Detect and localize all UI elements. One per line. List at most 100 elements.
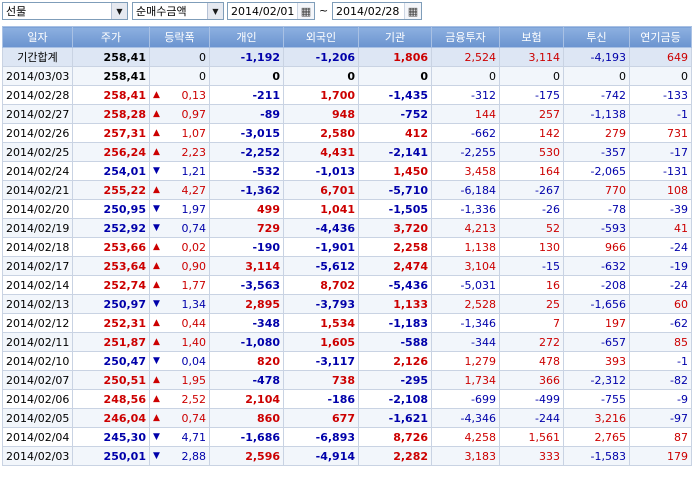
column-header[interactable]: 기관 [358, 26, 432, 48]
date-from-field[interactable]: 2014/02/01 ▦ [227, 2, 315, 20]
trust-cell: -1,583 [563, 446, 630, 466]
foreign-cell: -4,436 [283, 218, 359, 238]
column-header[interactable]: 등락폭 [149, 26, 210, 48]
price-cell: 254,01 [72, 161, 150, 181]
market-select-value: 선물 [6, 5, 27, 18]
trust-cell: 2,765 [563, 427, 630, 447]
column-header[interactable]: 일자 [2, 26, 73, 48]
table-row[interactable]: 2014/02/25 256,24 ▲ 2,23 -2,252 4,431 -2,141 -2… [2, 142, 692, 162]
pension-cell: -97 [629, 408, 692, 428]
column-header[interactable]: 보험 [499, 26, 564, 48]
ins-cell: 130 [499, 237, 564, 257]
change-value: 4,71 [181, 430, 207, 444]
chevron-down-icon[interactable]: ▼ [207, 3, 223, 19]
fin-cell: -6,184 [431, 180, 500, 200]
fin-cell: -312 [431, 85, 500, 105]
column-header[interactable]: 개인 [209, 26, 284, 48]
fin-cell: -1,336 [431, 199, 500, 219]
date-to-field[interactable]: 2014/02/28 ▦ [332, 2, 422, 20]
change-value: 1,95 [181, 373, 207, 387]
table-row[interactable]: 2014/02/07 250,51 ▲ 1,95 -478 738 -295 1,734 366… [2, 370, 692, 390]
change-value: 2,88 [181, 449, 207, 463]
column-header[interactable]: 투신 [563, 26, 630, 48]
pension-cell: 41 [629, 218, 692, 238]
table-row[interactable]: 2014/02/10 250,47 ▼ 0,04 820 -3,117 2,126 1,279… [2, 351, 692, 371]
foreign-cell: -6,893 [283, 427, 359, 447]
ins-cell: -175 [499, 85, 564, 105]
table-row[interactable]: 2014/02/04 245,30 ▼ 4,71 -1,686 -6,893 8,726 4,… [2, 427, 692, 447]
fin-cell: 2,524 [431, 47, 500, 67]
table-row[interactable]: 2014/02/11 251,87 ▲ 1,40 -1,080 1,605 -588 -344… [2, 332, 692, 352]
change-cell: ▼ 1,34 [149, 294, 210, 314]
pension-cell: -133 [629, 85, 692, 105]
table-row[interactable]: 기간합계 258,41 0 -1,192 -1,206 1,806 2,524 3,114 -4… [2, 47, 692, 67]
change-cell: 0 [149, 47, 210, 67]
change-value: 4,27 [181, 183, 207, 197]
indiv-cell: -478 [209, 370, 284, 390]
column-header[interactable]: 연기금등 [629, 26, 692, 48]
table-row[interactable]: 2014/02/28 258,41 ▲ 0,13 -211 1,700 -1,435 -312… [2, 85, 692, 105]
market-select[interactable]: 선물 ▼ [2, 2, 128, 20]
triangle-up-icon: ▲ [153, 128, 160, 138]
column-header[interactable]: 주가 [72, 26, 150, 48]
pension-cell: 731 [629, 123, 692, 143]
table-row[interactable]: 2014/02/27 258,28 ▲ 0,97 -89 948 -752 144 257 -1,… [2, 104, 692, 124]
column-header[interactable]: 금융투자 [431, 26, 500, 48]
table-row[interactable]: 2014/02/06 248,56 ▲ 2,52 2,104 -186 -2,108 -699… [2, 389, 692, 409]
trust-cell: -1,138 [563, 104, 630, 124]
foreign-cell: 1,534 [283, 313, 359, 333]
price-cell: 258,41 [72, 66, 150, 86]
table-row[interactable]: 2014/02/14 252,74 ▲ 1,77 -3,563 8,702 -5,436 -5… [2, 275, 692, 295]
column-header[interactable]: 외국인 [283, 26, 359, 48]
price-cell: 250,97 [72, 294, 150, 314]
triangle-up-icon: ▲ [153, 147, 160, 157]
table-row[interactable]: 2014/02/03 250,01 ▼ 2,88 2,596 -4,914 2,282 3,1… [2, 446, 692, 466]
inst-cell: -5,710 [358, 180, 432, 200]
indiv-cell: -89 [209, 104, 284, 124]
pension-cell: 60 [629, 294, 692, 314]
calendar-icon[interactable]: ▦ [404, 3, 421, 19]
fin-cell: 1,734 [431, 370, 500, 390]
pension-cell: -82 [629, 370, 692, 390]
indiv-cell: -1,686 [209, 427, 284, 447]
trust-cell: 3,216 [563, 408, 630, 428]
change-value: 0,04 [181, 354, 207, 368]
date-cell: 2014/02/28 [2, 85, 73, 105]
pension-cell: -19 [629, 256, 692, 276]
pension-cell: -131 [629, 161, 692, 181]
price-cell: 246,04 [72, 408, 150, 428]
table-row[interactable]: 2014/02/20 250,95 ▼ 1,97 499 1,041 -1,505 -1,33… [2, 199, 692, 219]
ins-cell: 7 [499, 313, 564, 333]
table-row[interactable]: 2014/02/13 250,97 ▼ 1,34 2,895 -3,793 1,133 2,5… [2, 294, 692, 314]
ins-cell: 530 [499, 142, 564, 162]
inst-cell: -1,621 [358, 408, 432, 428]
table-row[interactable]: 2014/02/19 252,92 ▼ 0,74 729 -4,436 3,720 4,213… [2, 218, 692, 238]
change-value: 2,52 [181, 392, 207, 406]
table-row[interactable]: 2014/03/03 258,41 0 0 0 0 0 0 0 0 [2, 66, 692, 86]
trust-cell: 393 [563, 351, 630, 371]
table-row[interactable]: 2014/02/24 254,01 ▼ 1,21 -532 -1,013 1,450 3,45… [2, 161, 692, 181]
table-row[interactable]: 2014/02/17 253,64 ▲ 0,90 3,114 -5,612 2,474 3,1… [2, 256, 692, 276]
fin-cell: 144 [431, 104, 500, 124]
type-select[interactable]: 순매수금액 ▼ [132, 2, 224, 20]
price-cell: 258,41 [72, 85, 150, 105]
calendar-icon[interactable]: ▦ [297, 3, 314, 19]
table-row[interactable]: 2014/02/18 253,66 ▲ 0,02 -190 -1,901 2,258 1,13… [2, 237, 692, 257]
ins-cell: 272 [499, 332, 564, 352]
table-row[interactable]: 2014/02/12 252,31 ▲ 0,44 -348 1,534 -1,183 -1,3… [2, 313, 692, 333]
table-row[interactable]: 2014/02/21 255,22 ▲ 4,27 -1,362 6,701 -5,710 -6… [2, 180, 692, 200]
fin-cell: -1,346 [431, 313, 500, 333]
indiv-cell: -190 [209, 237, 284, 257]
inst-cell: -1,435 [358, 85, 432, 105]
indiv-cell: -532 [209, 161, 284, 181]
change-cell: ▼ 2,88 [149, 446, 210, 466]
fin-cell: 0 [431, 66, 500, 86]
foreign-cell: -3,793 [283, 294, 359, 314]
change-value: 0,74 [181, 221, 207, 235]
table-row[interactable]: 2014/02/26 257,31 ▲ 1,07 -3,015 2,580 412 -662 1… [2, 123, 692, 143]
inst-cell: 2,282 [358, 446, 432, 466]
date-cell: 2014/02/24 [2, 161, 73, 181]
indiv-cell: -1,080 [209, 332, 284, 352]
chevron-down-icon[interactable]: ▼ [111, 3, 127, 19]
table-row[interactable]: 2014/02/05 246,04 ▲ 0,74 860 677 -1,621 -4,346-… [2, 408, 692, 428]
